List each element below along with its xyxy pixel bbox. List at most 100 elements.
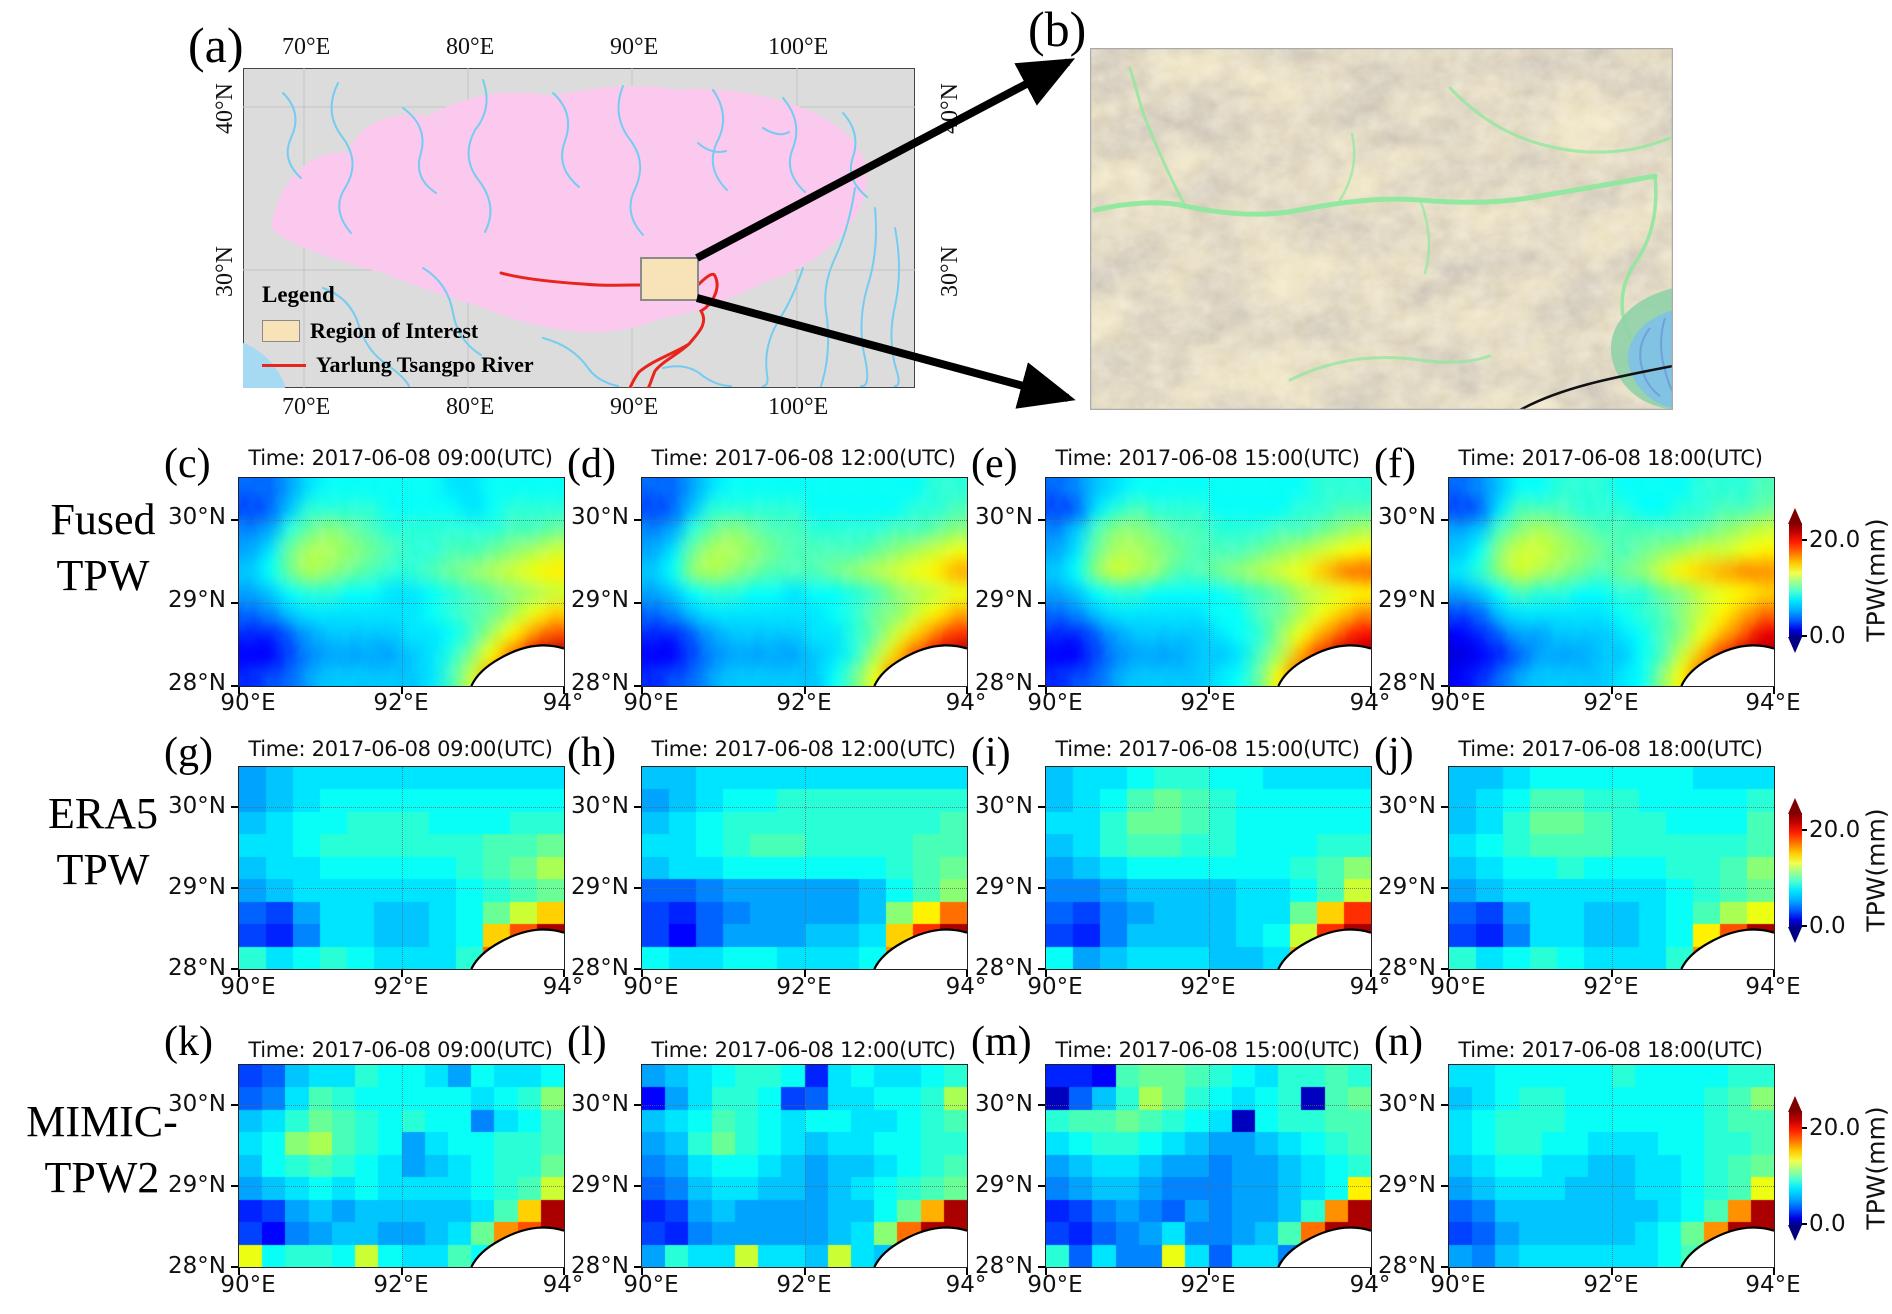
axis-tick — [1370, 687, 1372, 694]
axis-tick — [1207, 970, 1210, 977]
axis-tick — [634, 601, 641, 604]
panel-e-lat-28: 28°N — [975, 670, 1033, 696]
panel-k-lat-30: 30°N — [168, 1091, 226, 1117]
row-label-mimic-line1: MIMIC- — [26, 1097, 178, 1146]
axis-tick — [1773, 1268, 1775, 1275]
axis-tick — [1045, 1268, 1047, 1275]
panel-f-lat-29: 29°N — [1378, 587, 1436, 613]
panel-k-lat-29: 29°N — [168, 1172, 226, 1198]
colorbar-tick-0 — [1802, 925, 1807, 927]
axis-tick — [1370, 970, 1372, 977]
panel-e-letter: (e) — [971, 441, 1018, 487]
axis-tick — [1207, 687, 1210, 694]
panel-f-letter: (f) — [1374, 441, 1416, 487]
panel-d-lon-92: 92°E — [776, 690, 832, 716]
colorbar-gradient — [1789, 813, 1802, 927]
axis-tick — [231, 1185, 238, 1188]
panel-l-lat-28: 28°N — [571, 1253, 629, 1279]
row-label-fused-line1: Fused — [50, 495, 156, 544]
axis-tick — [634, 1266, 641, 1268]
panel-k-lon-90: 90°E — [220, 1272, 276, 1298]
axis-tick — [641, 970, 643, 977]
axis-tick — [1441, 806, 1448, 809]
panel-h-title: Time: 2017-06-08 12:00(UTC) — [651, 737, 956, 761]
panel-l-lon-92: 92°E — [776, 1272, 832, 1298]
a-top-tick-70e: 70°E — [282, 34, 331, 60]
axis-tick — [803, 1268, 806, 1275]
row-label-mimic: MIMIC- TPW2 — [2, 1094, 202, 1206]
region-of-interest-box — [640, 257, 699, 301]
panel-e-lat-30: 30°N — [975, 504, 1033, 530]
zoom-arrow-bottom — [695, 294, 1076, 409]
panel-h-lon-90: 90°E — [623, 974, 679, 1000]
panel-g-heatmap — [239, 767, 564, 969]
axis-tick — [966, 970, 968, 977]
panel-i-lon-90: 90°E — [1027, 974, 1083, 1000]
colorbar-min-arrow — [1788, 1225, 1802, 1241]
tibetan-plateau-polygon — [271, 86, 867, 333]
axis-tick — [563, 970, 565, 977]
colorbar-min-label: 0.0 — [1809, 913, 1846, 939]
panel-f-title: Time: 2017-06-08 18:00(UTC) — [1458, 446, 1763, 470]
panel-g-lat-28: 28°N — [168, 955, 226, 981]
row-label-era5-line2: TPW — [56, 845, 150, 894]
panel-k-lat-28: 28°N — [168, 1253, 226, 1279]
panel-e-title: Time: 2017-06-08 15:00(UTC) — [1055, 446, 1360, 470]
a-left-tick-30n: 30°N — [211, 246, 238, 297]
axis-tick — [231, 806, 238, 809]
colorbar-min-label: 0.0 — [1809, 623, 1846, 649]
panel-k-letter: (k) — [164, 1019, 213, 1065]
panel-n-map — [1441, 1064, 1775, 1275]
panel-h-heatmap — [642, 767, 967, 969]
panel-d-lat-29: 29°N — [571, 587, 629, 613]
panel-n-lat-30: 30°N — [1378, 1091, 1436, 1117]
panel-c-title: Time: 2017-06-08 09:00(UTC) — [248, 446, 553, 470]
panel-c-lat-30: 30°N — [168, 504, 226, 530]
a-bottom-tick-80e: 80°E — [446, 394, 495, 420]
panel-c-letter: (c) — [164, 441, 211, 487]
colorbar-min-arrow — [1788, 927, 1802, 943]
colorbar-min-label: 0.0 — [1809, 1211, 1846, 1237]
panel-i-letter: (i) — [971, 730, 1011, 776]
axis-tick — [1038, 601, 1045, 604]
a-bottom-tick-70e: 70°E — [282, 394, 331, 420]
yarlung-tsangpo-river — [499, 271, 719, 390]
colorbar-max-label: 20.0 — [1809, 527, 1861, 553]
panel-j-heatmap — [1449, 767, 1774, 969]
axis-tick — [1441, 1104, 1448, 1107]
panel-i-lat-28: 28°N — [975, 955, 1033, 981]
axis-tick — [231, 1266, 238, 1268]
panel-f-lon-92: 92°E — [1583, 690, 1639, 716]
panel-d-lon-94: 94° — [945, 690, 987, 716]
axis-tick — [1038, 806, 1045, 809]
panel-d-lon-90: 90°E — [623, 690, 679, 716]
axis-tick — [563, 687, 565, 694]
axis-tick — [1610, 1268, 1613, 1275]
panel-k-heatmap — [239, 1065, 564, 1267]
panel-m-heatmap — [1046, 1065, 1371, 1267]
panel-j-lat-29: 29°N — [1378, 874, 1436, 900]
axis-tick — [634, 685, 641, 687]
axis-tick — [1441, 968, 1448, 970]
panel-i-title: Time: 2017-06-08 15:00(UTC) — [1055, 737, 1360, 761]
axis-tick — [634, 1104, 641, 1107]
panel-i-lon-92: 92°E — [1180, 974, 1236, 1000]
terrain-svg — [1088, 46, 1675, 412]
axis-tick — [1045, 970, 1047, 977]
axis-tick — [966, 1268, 968, 1275]
axis-tick — [803, 970, 806, 977]
axis-tick — [1773, 970, 1775, 977]
axis-tick — [1207, 1268, 1210, 1275]
axis-tick — [634, 1185, 641, 1188]
axis-tick — [238, 687, 240, 694]
panel-h-lon-92: 92°E — [776, 974, 832, 1000]
panel-c-lon-90: 90°E — [220, 690, 276, 716]
panel-k-lon-94: 94° — [542, 1272, 584, 1298]
valley-rivers — [1092, 66, 1672, 382]
axis-tick — [1441, 887, 1448, 890]
row-label-era5: ERA5 TPW — [8, 786, 198, 898]
panel-m-lon-90: 90°E — [1027, 1272, 1083, 1298]
colorbar-max-arrow — [1788, 1096, 1802, 1112]
panel-c-lon-94: 94° — [542, 690, 584, 716]
axis-tick — [231, 685, 238, 687]
